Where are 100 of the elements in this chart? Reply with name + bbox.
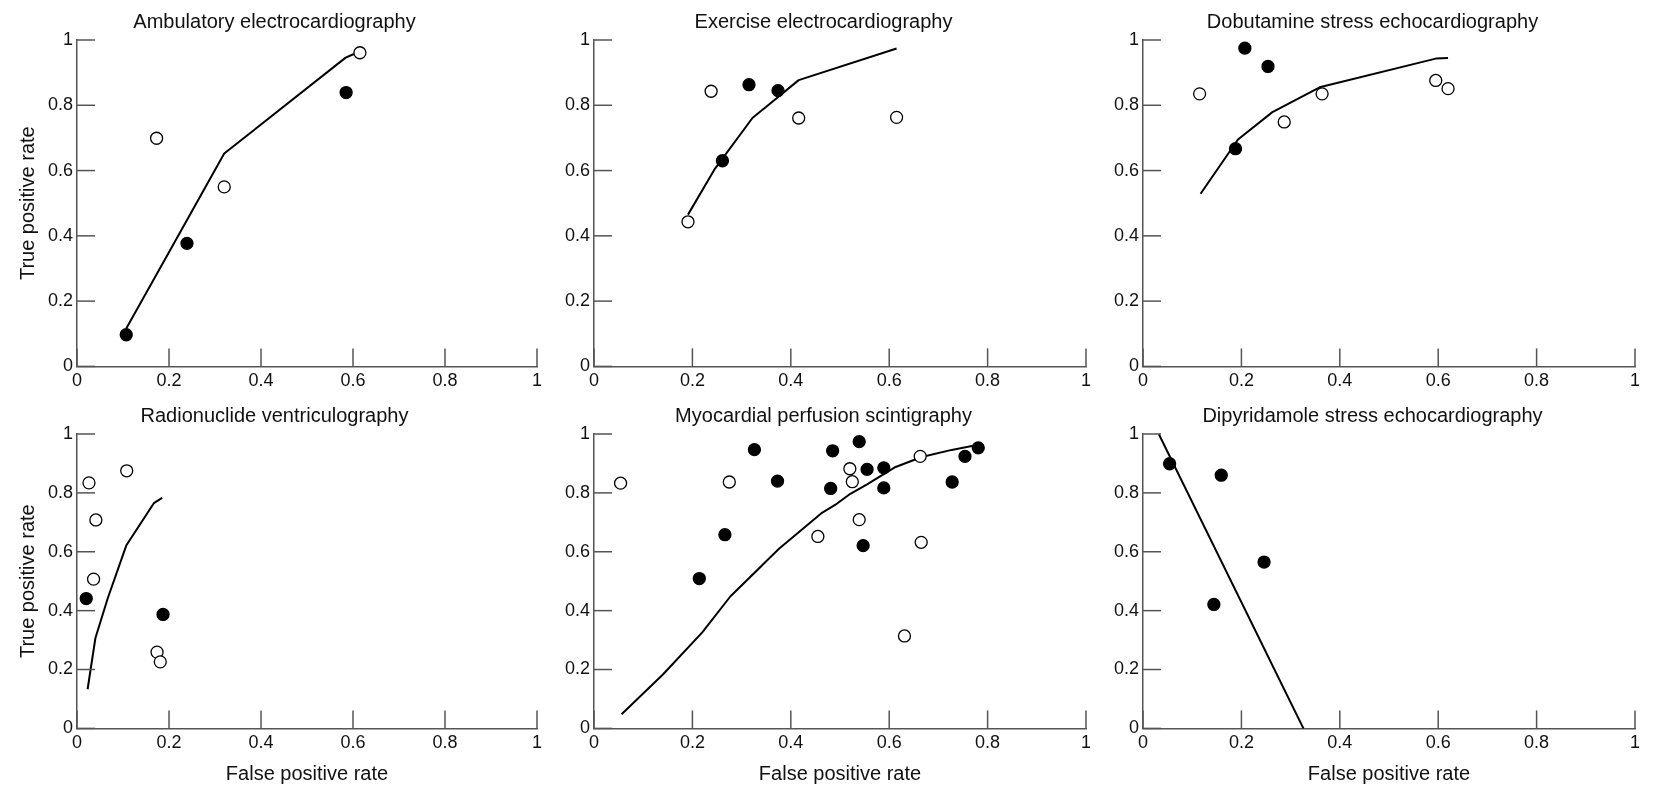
- x-axis-title: False positive rate: [758, 761, 922, 784]
- x-axis-title: False positive rate: [225, 761, 389, 784]
- y-axis-title: True positive rate: [15, 126, 38, 281]
- point: [86, 572, 101, 586]
- x-tick-label: 0.4: [248, 732, 274, 753]
- x-tick-label: 0.4: [1327, 370, 1353, 391]
- y-tick-label: 0.6: [564, 540, 591, 561]
- y-tick-label: 0.4: [1113, 224, 1140, 245]
- y-axis-title: True positive rate: [15, 504, 38, 659]
- y-tick-label: 0.2: [1113, 658, 1140, 679]
- point: [1238, 41, 1252, 55]
- point: [1192, 87, 1207, 101]
- x-tick-label: 1: [1080, 732, 1092, 753]
- chart-title: Exercise electrocardiography: [694, 9, 953, 32]
- point: [1429, 73, 1443, 88]
- x-tick-label: 0.8: [432, 732, 458, 753]
- point: [958, 449, 972, 464]
- x-tick-label: 0.8: [975, 370, 1001, 391]
- y-tick-label: 0.2: [47, 658, 74, 679]
- x-tick-label: 0.6: [876, 732, 902, 753]
- x-tick-label: 0.8: [1524, 732, 1550, 753]
- y-tick-label: 0.2: [564, 290, 591, 311]
- y-tick-label: 0.2: [1113, 290, 1140, 311]
- x-tick-label: 0.4: [248, 370, 274, 391]
- y-tick-label: 0: [1129, 355, 1140, 376]
- point: [914, 535, 928, 549]
- point: [889, 110, 904, 125]
- point: [1207, 597, 1221, 612]
- point: [718, 528, 732, 542]
- x-tick-label: 0.2: [1228, 732, 1254, 753]
- x-tick-label: 0.6: [340, 732, 366, 753]
- y-tick-label: 0.8: [1113, 94, 1140, 115]
- x-tick-label: 0.4: [778, 370, 804, 391]
- point: [89, 513, 103, 527]
- y-tick-label: 0.6: [47, 159, 74, 180]
- y-tick-label: 0.4: [564, 599, 591, 620]
- point: [742, 78, 756, 92]
- x-tick-label: 1: [1629, 732, 1641, 753]
- point: [860, 462, 874, 476]
- point: [792, 111, 806, 125]
- x-tick-label: 0.4: [1327, 732, 1353, 753]
- point: [1261, 59, 1275, 74]
- point: [149, 131, 164, 145]
- x-tick-label: 0.6: [876, 370, 902, 391]
- point: [180, 236, 194, 250]
- y-tick-label: 0.4: [47, 224, 74, 245]
- y-tick-label: 1: [580, 28, 591, 49]
- point: [877, 481, 891, 495]
- point: [811, 529, 825, 544]
- point: [1315, 87, 1329, 101]
- y-tick-label: 1: [63, 28, 74, 49]
- chart-title: Dobutamine stress echocardiography: [1206, 9, 1539, 32]
- point: [613, 476, 628, 490]
- y-tick-label: 0.8: [564, 481, 591, 502]
- point: [79, 591, 93, 606]
- y-tick-label: 0: [580, 717, 591, 738]
- point: [156, 607, 170, 622]
- chart-title: Dipyridamole stress echocardiography: [1202, 403, 1543, 426]
- x-tick-label: 0.8: [975, 732, 1001, 753]
- x-tick-label: 1: [1629, 370, 1641, 391]
- y-tick-label: 1: [580, 422, 591, 443]
- point: [217, 180, 231, 194]
- y-tick-label: 0.2: [47, 290, 74, 311]
- x-tick-label: 0.8: [1524, 370, 1550, 391]
- y-tick-label: 0.6: [564, 159, 591, 180]
- y-tick-label: 0.8: [564, 94, 591, 115]
- point: [1228, 142, 1243, 156]
- x-tick-label: 0.6: [1425, 732, 1451, 753]
- point: [771, 83, 785, 98]
- y-tick-label: 0.4: [564, 224, 591, 245]
- y-tick-label: 0.8: [47, 481, 74, 502]
- point: [825, 444, 840, 458]
- point: [153, 655, 167, 669]
- y-tick-label: 0.6: [1113, 540, 1140, 561]
- y-tick-label: 1: [1129, 28, 1140, 49]
- y-tick-label: 0: [1129, 717, 1140, 738]
- point: [1277, 115, 1291, 129]
- y-tick-label: 0: [580, 355, 591, 376]
- point: [945, 475, 959, 489]
- point: [913, 449, 927, 464]
- chart-title: Radionuclide ventriculography: [140, 403, 409, 426]
- chart-title: Ambulatory electrocardiography: [133, 9, 416, 32]
- x-tick-label: 0.8: [432, 370, 458, 391]
- y-tick-label: 0.4: [1113, 599, 1140, 620]
- point: [1441, 81, 1455, 96]
- x-tick-label: 0.2: [679, 732, 705, 753]
- point: [852, 435, 866, 449]
- point: [119, 328, 133, 342]
- point: [82, 476, 96, 490]
- point: [843, 462, 857, 476]
- x-tick-label: 0.2: [156, 370, 182, 391]
- y-tick-label: 0.8: [1113, 481, 1140, 502]
- y-tick-label: 1: [1129, 422, 1140, 443]
- y-tick-label: 0.2: [564, 658, 591, 679]
- point: [856, 538, 870, 553]
- point: [353, 46, 367, 60]
- point: [704, 84, 718, 98]
- x-tick-label: 0.6: [340, 370, 366, 391]
- point: [715, 154, 730, 168]
- x-axis-title: False positive rate: [1307, 761, 1471, 784]
